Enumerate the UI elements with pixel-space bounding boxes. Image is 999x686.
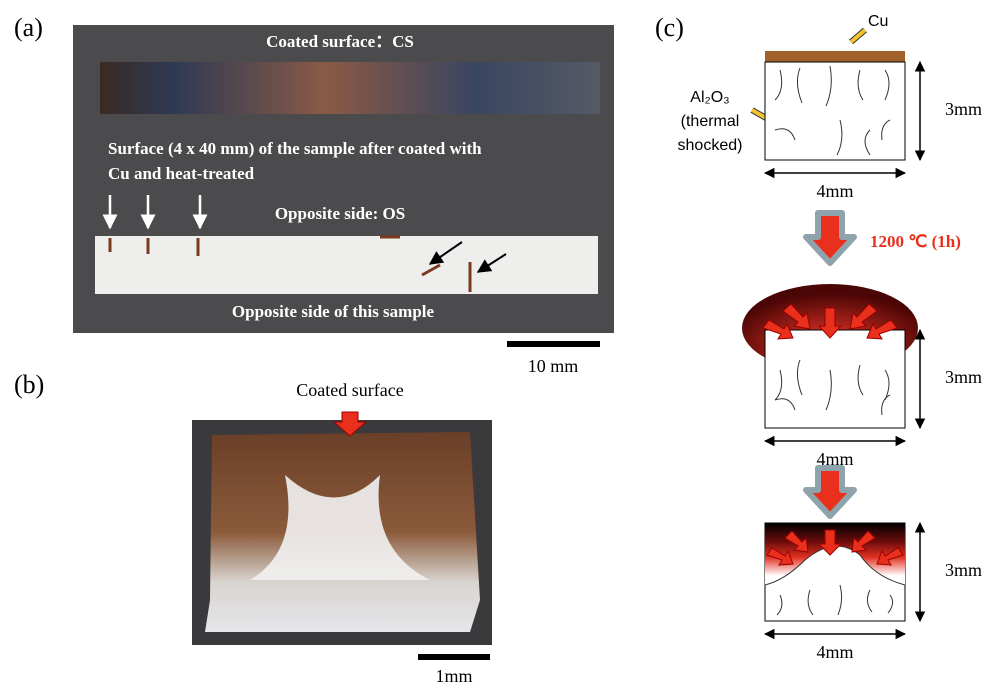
step-2 [742, 284, 918, 428]
caption-line: Surface (4 x 40 mm) of the sample after … [108, 139, 482, 158]
step-3 [765, 523, 905, 621]
height-label: 3mm [945, 99, 982, 119]
height-label: 3mm [945, 367, 982, 387]
coated-label: Coated surface [296, 380, 403, 400]
opposite-bar [95, 236, 598, 294]
scale-bar [507, 341, 600, 347]
os-title: Opposite side: OS [275, 204, 405, 223]
al2o3-note: (thermal [681, 113, 740, 130]
figure: (a) Coated surface：CS Surface (4 x 40 mm… [0, 0, 999, 686]
condition: 1200 ℃ (1h) [870, 232, 961, 251]
width-label: 4mm [816, 642, 853, 662]
coated-title: Coated surface：CS [266, 32, 414, 51]
cu-layer [765, 51, 905, 62]
os-caption: Opposite side of this sample [232, 302, 435, 321]
al2o3-note: shocked) [678, 137, 743, 154]
al2o3-label: Al₂O₃ [690, 89, 729, 106]
cu-label: Cu [868, 13, 888, 30]
scale-bar [418, 654, 490, 660]
scale-label: 10 mm [528, 356, 579, 376]
panel-label: (c) [655, 13, 684, 42]
scale-label: 1mm [435, 666, 472, 686]
panel-label: (b) [14, 370, 44, 399]
caption-line: Cu and heat-treated [108, 164, 255, 183]
panel-label: (a) [14, 13, 43, 42]
height-label: 3mm [945, 560, 982, 580]
step-1 [765, 62, 905, 160]
width-label: 4mm [816, 449, 853, 469]
coated-bar [100, 62, 600, 114]
cu-arrow [851, 30, 865, 42]
width-label: 4mm [816, 181, 853, 201]
